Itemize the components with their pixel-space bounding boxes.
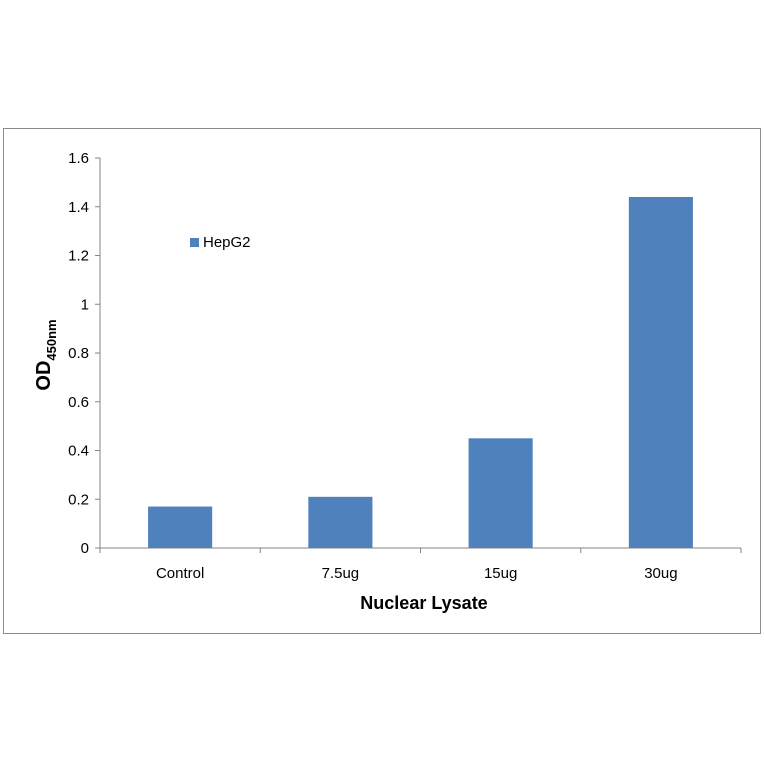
legend: HepG2 (190, 234, 251, 251)
bar (148, 506, 213, 548)
y-axis: 0 0.2 0.4 0.6 0.8 1 1.2 1.4 1.6 (68, 150, 101, 557)
legend-label: HepG2 (203, 234, 251, 251)
x-tick-label: 15ug (484, 565, 517, 582)
bar (628, 197, 693, 548)
x-tick-label: 7.5ug (322, 565, 360, 582)
bar (468, 438, 533, 548)
x-axis: Control 7.5ug 15ug 30ug (99, 547, 742, 582)
legend-swatch (190, 238, 199, 247)
bar (308, 496, 373, 548)
y-tick-label: 1.4 (68, 199, 89, 216)
y-tick-label: 0.4 (68, 443, 89, 460)
y-axis-title-subscript: 450nm (44, 319, 59, 360)
y-tick-label: 0.2 (68, 491, 89, 508)
chart-area: 0 0.2 0.4 0.6 0.8 1 1.2 1.4 1.6 Control 7.5ug 15ug… (3, 128, 761, 634)
x-tick-label: Control (156, 565, 204, 582)
bar-chart: 0 0.2 0.4 0.6 0.8 1 1.2 1.4 1.6 Control 7.5ug 15ug… (33, 150, 742, 613)
y-axis-title: OD450nm (33, 319, 59, 390)
y-tick-label: 1 (81, 296, 89, 313)
y-tick-label: 0.6 (68, 394, 89, 411)
y-tick-label: 1.6 (68, 150, 89, 167)
y-tick-label: 1.2 (68, 248, 89, 265)
y-tick-label: 0.8 (68, 345, 89, 362)
x-tick-label: 30ug (644, 565, 677, 582)
x-axis-title: Nuclear Lysate (360, 593, 487, 613)
y-tick-label: 0 (81, 540, 89, 557)
y-axis-title-main: OD (33, 361, 55, 391)
bars (148, 197, 693, 548)
